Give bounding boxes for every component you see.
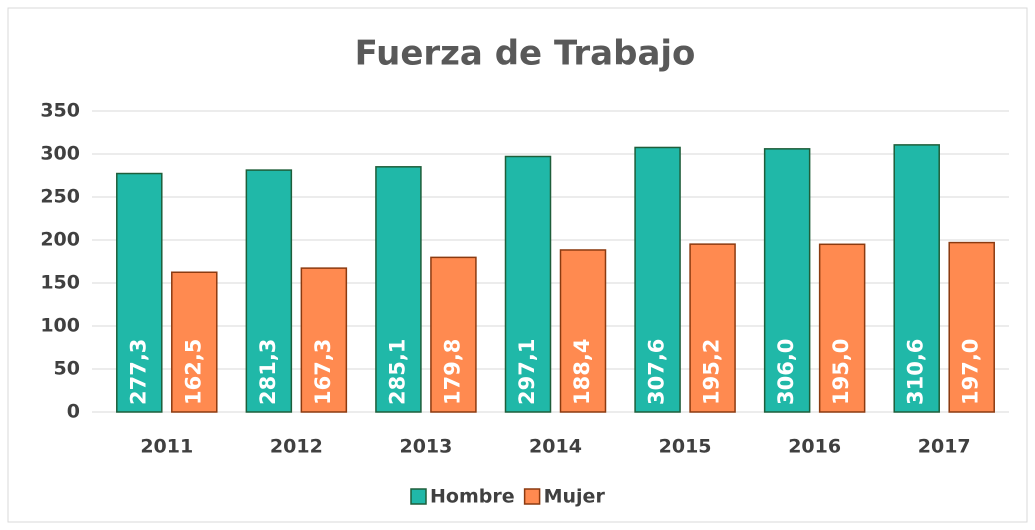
y-tick-label: 300 — [40, 143, 80, 165]
value-label: 285,1 — [385, 339, 409, 405]
bar — [763, 148, 811, 413]
y-tick-label: 350 — [40, 100, 80, 122]
x-tick-label: 2012 — [270, 436, 323, 458]
value-label: 195,2 — [700, 339, 724, 405]
y-tick-label: 50 — [54, 358, 80, 380]
legend-label: Hombre — [430, 486, 515, 508]
value-label: 297,1 — [515, 339, 539, 405]
x-tick-label: 2016 — [788, 436, 841, 458]
bar — [116, 172, 163, 413]
y-tick-label: 150 — [40, 272, 80, 294]
x-tick-label: 2017 — [918, 436, 971, 458]
bar — [818, 243, 866, 413]
value-label: 197,0 — [959, 339, 983, 405]
bar — [893, 144, 940, 413]
x-tick-label: 2014 — [529, 436, 582, 458]
legend-label: Mujer — [544, 486, 606, 508]
value-label: 277,3 — [126, 339, 150, 405]
bar — [559, 249, 607, 413]
bar — [689, 243, 736, 413]
bar — [634, 146, 681, 413]
legend-swatch — [410, 488, 427, 505]
y-tick-label: 250 — [40, 186, 80, 208]
value-label: 167,3 — [311, 339, 335, 405]
bar — [245, 169, 293, 413]
bar — [375, 166, 422, 413]
x-tick-label: 2013 — [399, 436, 452, 458]
bar — [504, 155, 552, 413]
legend-swatch — [523, 488, 541, 505]
value-label: 307,6 — [645, 339, 669, 405]
value-label: 195,0 — [829, 339, 853, 405]
x-tick-label: 2011 — [140, 436, 193, 458]
value-label: 179,8 — [440, 339, 464, 405]
value-label: 188,4 — [570, 339, 594, 405]
y-tick-label: 100 — [40, 315, 80, 337]
x-tick-label: 2015 — [659, 436, 712, 458]
value-label: 306,0 — [774, 339, 798, 405]
value-label: 281,3 — [256, 339, 280, 405]
y-tick-label: 0 — [67, 401, 80, 423]
bar — [948, 241, 995, 413]
y-tick-label: 200 — [40, 229, 80, 251]
bar — [300, 267, 348, 413]
value-label: 310,6 — [904, 339, 928, 405]
value-label: 162,5 — [181, 339, 205, 405]
bar — [430, 256, 477, 413]
chart-title: Fuerza de Trabajo — [355, 34, 696, 74]
bar — [171, 271, 218, 413]
